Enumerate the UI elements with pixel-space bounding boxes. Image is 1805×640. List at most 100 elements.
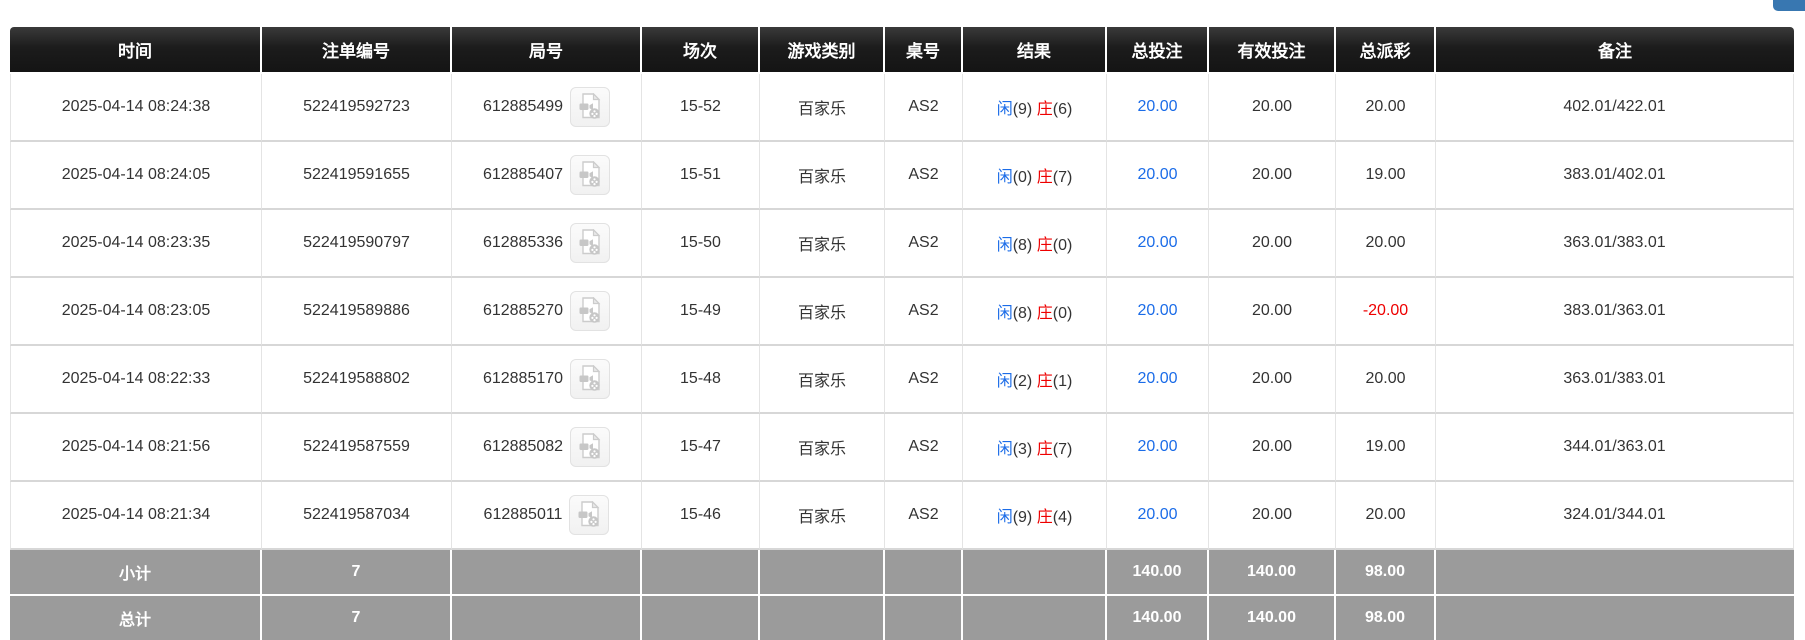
cell-round-no: 612885270: [452, 278, 642, 346]
round-number: 612885270: [482, 302, 564, 319]
round-number: 612885011: [483, 506, 563, 523]
cell-remark: 402.01/422.01: [1436, 74, 1794, 142]
cell-session: 15-47: [642, 414, 760, 482]
banker-score: (0): [1052, 305, 1073, 322]
header-payout: 总派彩: [1336, 27, 1436, 74]
total-empty-session: [642, 596, 760, 640]
round-number: 612885336: [482, 234, 564, 251]
cell-total-bet[interactable]: 20.00: [1107, 142, 1209, 210]
cell-table-no: AS2: [885, 414, 963, 482]
cell-game-type: 百家乐: [760, 210, 885, 278]
top-right-button-fragment[interactable]: [1773, 0, 1805, 11]
table-row: 2025-04-14 08:21:34 522419587034 6128850…: [10, 482, 1794, 550]
cell-total-bet[interactable]: 20.00: [1107, 414, 1209, 482]
cell-game-type: 百家乐: [760, 414, 885, 482]
cell-total-bet[interactable]: 20.00: [1107, 346, 1209, 414]
subtotal-valid-bet: 140.00: [1209, 550, 1336, 596]
header-table-no: 桌号: [885, 27, 963, 74]
video-replay-icon[interactable]: [570, 87, 611, 127]
player-label: 闲: [996, 509, 1013, 526]
cell-payout: 20.00: [1336, 482, 1436, 550]
cell-table-no: AS2: [885, 278, 963, 346]
cell-time: 2025-04-14 08:23:35: [10, 210, 262, 278]
cell-payout: 19.00: [1336, 414, 1436, 482]
video-replay-icon[interactable]: [570, 223, 611, 263]
subtotal-empty-game-type: [760, 550, 885, 596]
subtotal-payout: 98.00: [1336, 550, 1436, 596]
cell-time: 2025-04-14 08:23:05: [10, 278, 262, 346]
cell-time: 2025-04-14 08:21:56: [10, 414, 262, 482]
cell-total-bet[interactable]: 20.00: [1107, 482, 1209, 550]
cell-result: 闲(0) 庄(7): [963, 142, 1107, 210]
header-bet-no: 注单编号: [262, 27, 452, 74]
banker-label: 庄: [1036, 101, 1053, 118]
banker-score: (7): [1052, 169, 1073, 186]
header-valid-bet: 有效投注: [1209, 27, 1336, 74]
betting-records-table: 时间 注单编号 局号 场次 游戏类别 桌号 结果 总投注 有效投注 总派彩 备注…: [10, 27, 1794, 640]
player-score: (3): [1012, 441, 1033, 458]
table-header-row: 时间 注单编号 局号 场次 游戏类别 桌号 结果 总投注 有效投注 总派彩 备注: [10, 27, 1794, 74]
cell-result: 闲(9) 庄(6): [963, 74, 1107, 142]
player-label: 闲: [996, 101, 1013, 118]
cell-remark: 363.01/383.01: [1436, 346, 1794, 414]
subtotal-empty-remark: [1436, 550, 1794, 596]
video-replay-icon[interactable]: [570, 291, 611, 331]
cell-round-no: 612885082: [452, 414, 642, 482]
table-row: 2025-04-14 08:24:38 522419592723 6128854…: [10, 74, 1794, 142]
banker-label: 庄: [1036, 305, 1053, 322]
player-score: (9): [1012, 509, 1033, 526]
header-game-type: 游戏类别: [760, 27, 885, 74]
cell-remark: 363.01/383.01: [1436, 210, 1794, 278]
total-label: 总计: [10, 596, 262, 640]
cell-valid-bet: 20.00: [1209, 346, 1336, 414]
cell-remark: 344.01/363.01: [1436, 414, 1794, 482]
video-replay-icon[interactable]: [569, 495, 610, 535]
cell-table-no: AS2: [885, 346, 963, 414]
header-total-bet: 总投注: [1107, 27, 1209, 74]
total-empty-game-type: [760, 596, 885, 640]
cell-payout: 20.00: [1336, 346, 1436, 414]
cell-total-bet[interactable]: 20.00: [1107, 278, 1209, 346]
table-row: 2025-04-14 08:23:05 522419589886 6128852…: [10, 278, 1794, 346]
cell-time: 2025-04-14 08:22:33: [10, 346, 262, 414]
subtotal-total-bet: 140.00: [1107, 550, 1209, 596]
player-label: 闲: [996, 441, 1013, 458]
player-score: (0): [1012, 169, 1033, 186]
cell-round-no: 612885407: [452, 142, 642, 210]
cell-game-type: 百家乐: [760, 346, 885, 414]
table-row: 2025-04-14 08:23:35 522419590797 6128853…: [10, 210, 1794, 278]
cell-total-bet[interactable]: 20.00: [1107, 74, 1209, 142]
cell-valid-bet: 20.00: [1209, 210, 1336, 278]
total-payout: 98.00: [1336, 596, 1436, 640]
header-session: 场次: [642, 27, 760, 74]
cell-bet-no: 522419587034: [262, 482, 452, 550]
cell-payout: 19.00: [1336, 142, 1436, 210]
video-replay-icon[interactable]: [570, 155, 611, 195]
video-replay-icon[interactable]: [570, 427, 611, 467]
video-replay-icon[interactable]: [570, 359, 611, 399]
cell-result: 闲(2) 庄(1): [963, 346, 1107, 414]
cell-result: 闲(8) 庄(0): [963, 278, 1107, 346]
cell-game-type: 百家乐: [760, 482, 885, 550]
cell-bet-no: 522419588802: [262, 346, 452, 414]
cell-remark: 383.01/402.01: [1436, 142, 1794, 210]
total-empty-remark: [1436, 596, 1794, 640]
cell-table-no: AS2: [885, 142, 963, 210]
banker-label: 庄: [1036, 237, 1053, 254]
cell-result: 闲(8) 庄(0): [963, 210, 1107, 278]
table-row: 2025-04-14 08:21:56 522419587559 6128850…: [10, 414, 1794, 482]
cell-time: 2025-04-14 08:24:05: [10, 142, 262, 210]
banker-score: (1): [1052, 373, 1073, 390]
round-number: 612885407: [482, 166, 564, 183]
player-score: (8): [1012, 305, 1033, 322]
cell-valid-bet: 20.00: [1209, 142, 1336, 210]
player-label: 闲: [996, 237, 1013, 254]
total-count: 7: [262, 596, 452, 640]
banker-label: 庄: [1036, 509, 1053, 526]
banker-score: (6): [1052, 101, 1073, 118]
cell-valid-bet: 20.00: [1209, 278, 1336, 346]
cell-remark: 324.01/344.01: [1436, 482, 1794, 550]
header-time: 时间: [10, 27, 262, 74]
cell-bet-no: 522419590797: [262, 210, 452, 278]
cell-total-bet[interactable]: 20.00: [1107, 210, 1209, 278]
